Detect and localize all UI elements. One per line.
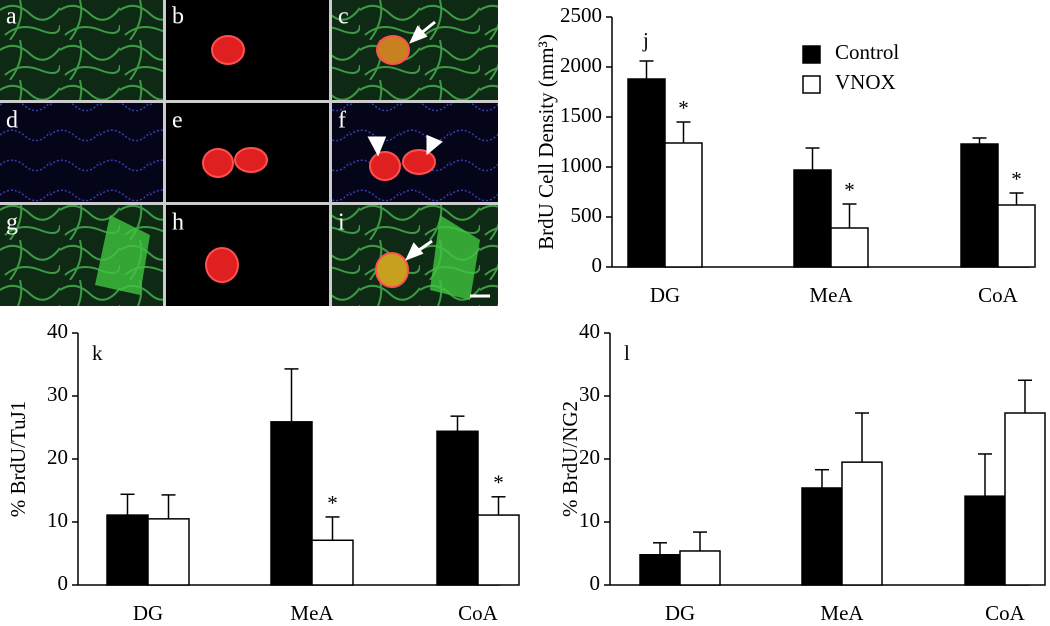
micrographs [0, 0, 498, 306]
bar [311, 539, 354, 586]
bar [960, 143, 999, 268]
x-tick-label: DG [665, 601, 695, 625]
micrograph [0, 103, 163, 202]
panel-label: k [92, 341, 103, 365]
bar [997, 204, 1036, 268]
x-tick-label: MeA [809, 283, 853, 307]
bar [147, 518, 190, 586]
y-tick-label: 10 [47, 508, 68, 532]
y-tick-label: 2500 [560, 3, 602, 27]
panel-label: g [6, 210, 18, 236]
y-tick-label: 40 [47, 319, 68, 343]
bar [664, 142, 703, 268]
bar [106, 514, 149, 586]
y-tick-label: 20 [47, 445, 68, 469]
y-tick-label: 40 [579, 319, 600, 343]
x-tick-label: CoA [978, 283, 1019, 307]
micrograph [0, 0, 163, 100]
bar [270, 421, 313, 586]
y-tick-label: 1500 [560, 103, 602, 127]
x-tick-label: CoA [458, 601, 499, 625]
significance-marker: * [1011, 167, 1022, 191]
x-tick-label: DG [133, 601, 163, 625]
bar [679, 550, 721, 586]
x-tick-label: CoA [985, 601, 1026, 625]
x-tick-label: DG [650, 283, 680, 307]
micrograph [332, 0, 498, 100]
y-tick-label: 2000 [560, 53, 602, 77]
panel-label: f [338, 108, 346, 134]
bar [801, 487, 843, 586]
significance-marker: * [327, 491, 338, 515]
y-tick-label: 10 [579, 508, 600, 532]
panel-label: j [642, 28, 649, 52]
cells [202, 35, 436, 288]
significance-marker: * [678, 96, 689, 120]
legend-swatch [802, 45, 821, 64]
legend-label: VNOX [835, 70, 896, 94]
panel-label: l [624, 341, 630, 365]
bar [627, 78, 666, 268]
panel-label: a [6, 4, 17, 30]
green-region [430, 215, 480, 300]
bar [841, 461, 883, 586]
y-tick-label: 0 [590, 571, 601, 595]
y-axis-label: % BrdU/TuJ1 [6, 401, 30, 518]
legend-label: Control [835, 40, 899, 64]
panel-label: e [172, 108, 183, 134]
panel-label: i [338, 210, 345, 236]
y-axis-label: % BrdU/NG2 [558, 401, 582, 517]
y-tick-label: 500 [571, 203, 603, 227]
panel-label: c [338, 4, 349, 30]
y-tick-label: 1000 [560, 153, 602, 177]
bar [477, 514, 520, 586]
significance-marker: * [493, 471, 504, 495]
panel-label: h [172, 210, 184, 236]
y-tick-label: 30 [47, 382, 68, 406]
bar [436, 430, 479, 586]
panel-label: d [6, 108, 18, 134]
legend-swatch [802, 75, 821, 94]
x-tick-label: MeA [290, 601, 334, 625]
bar [1004, 412, 1046, 586]
bar [830, 227, 869, 268]
green-region [95, 215, 150, 295]
panel-label: b [172, 4, 184, 30]
y-tick-label: 20 [579, 445, 600, 469]
y-tick-label: 0 [592, 253, 603, 277]
bar [639, 554, 681, 586]
y-tick-label: 0 [58, 571, 69, 595]
y-axis-label: BrdU Cell Density (mm³) [534, 34, 558, 250]
bar [964, 495, 1006, 586]
x-tick-label: MeA [820, 601, 864, 625]
y-tick-label: 30 [579, 382, 600, 406]
micrograph [166, 0, 329, 100]
bar [793, 169, 832, 268]
arrows [367, 20, 490, 298]
micrograph [166, 205, 329, 306]
significance-marker: * [844, 178, 855, 202]
